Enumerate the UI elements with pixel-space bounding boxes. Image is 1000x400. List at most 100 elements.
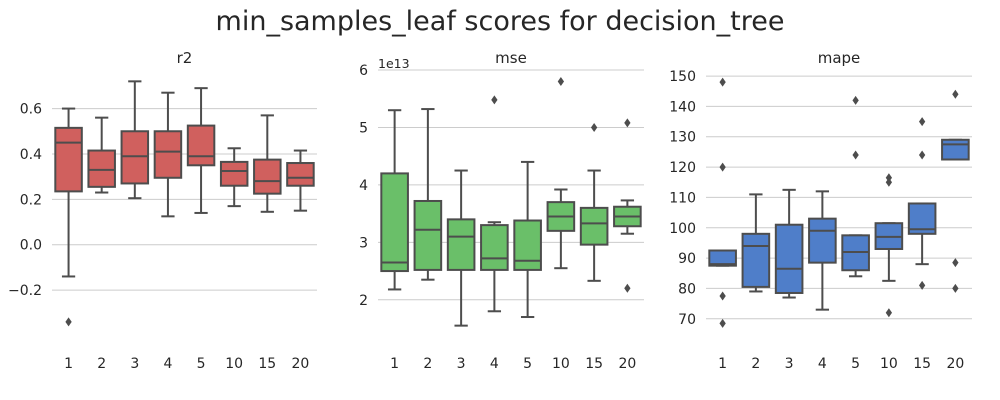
r2-x-tick-label: 4 (163, 356, 172, 372)
r2-box-2 (87, 116, 116, 194)
iqr-box (708, 249, 737, 267)
mse-box-15 (579, 122, 609, 282)
mape-x-tick-label: 4 (818, 356, 827, 372)
mape-box-4 (808, 190, 837, 311)
iqr-box (741, 232, 771, 288)
mse-x-tick-label: 3 (457, 356, 466, 372)
r2-x-tick-label: 3 (130, 356, 139, 372)
r2-panel: r2 −0.2 0.0 0.2 0.4 0.6 1 2 3 4 5 10 15 20 (8, 49, 317, 372)
iqr-box (380, 172, 409, 273)
figure-title: min_samples_leaf scores for decision_tre… (215, 6, 785, 37)
mse-x-tick-label: 5 (523, 356, 532, 372)
mape-x-tick-label: 15 (913, 356, 931, 372)
iqr-box (186, 124, 216, 167)
iqr-box (941, 138, 970, 161)
outlier-point (624, 283, 631, 293)
iqr-box (480, 224, 509, 271)
mse-y-offset-label: 1e13 (378, 56, 410, 71)
mse-box-10 (546, 76, 576, 270)
outlier-point (852, 95, 859, 105)
mape-x-tick-label: 3 (785, 356, 794, 372)
r2-y-tick-label: 0.4 (20, 147, 42, 163)
iqr-box (446, 218, 476, 271)
iqr-box (774, 223, 804, 294)
outlier-point (852, 150, 859, 160)
mape-x-tick-label: 20 (946, 356, 964, 372)
mape-x-tick-label: 10 (880, 356, 898, 372)
iqr-box (513, 219, 542, 271)
mape-y-tick-label: 100 (669, 221, 696, 237)
mse-x-tick-label: 20 (618, 356, 636, 372)
mse-x-tick-label: 4 (490, 356, 499, 372)
outlier-point (491, 95, 498, 105)
outlier-point (719, 318, 726, 328)
mape-y-tick-label: 130 (669, 130, 696, 146)
mape-y-tick-label: 110 (669, 190, 696, 206)
r2-y-tick-label: 0.2 (20, 192, 42, 208)
mape-x-tick-label: 2 (751, 356, 760, 372)
mse-panel-title: mse (495, 49, 527, 67)
mse-y-tick-label: 6 (359, 63, 368, 79)
r2-box-1 (54, 107, 83, 327)
outlier-point (624, 118, 631, 128)
r2-x-tick-label: 10 (225, 356, 243, 372)
outlier-point (952, 89, 959, 99)
outlier-point (918, 280, 926, 290)
mse-box-4 (480, 95, 509, 313)
mape-box-5 (841, 95, 870, 278)
mse-y-tick-label: 4 (359, 178, 368, 194)
iqr-box (219, 160, 249, 187)
mse-x-tick-label: 1 (390, 356, 399, 372)
mape-box-20 (941, 89, 970, 293)
outlier-point (719, 291, 726, 301)
iqr-box (54, 126, 83, 193)
r2-box-20 (286, 149, 315, 212)
r2-x-tick-label: 1 (64, 356, 73, 372)
iqr-box (286, 162, 315, 187)
mape-x-tick-label: 5 (851, 356, 860, 372)
outlier-point (719, 162, 726, 172)
mape-box-1 (708, 77, 737, 328)
r2-box-4 (153, 91, 183, 218)
outlier-point (918, 150, 926, 160)
mape-box-15 (907, 117, 937, 290)
mape-box-3 (774, 188, 804, 299)
iqr-box (120, 130, 150, 185)
mape-y-tick-label: 150 (669, 69, 696, 85)
mape-panel-title: mape (818, 49, 861, 67)
mape-y-tick-label: 140 (669, 99, 696, 115)
r2-box-5 (186, 87, 216, 214)
iqr-box (413, 199, 443, 271)
r2-x-tick-label: 2 (97, 356, 106, 372)
mape-panel: mape 70 80 90 100 110 120 130 140 150 1 2 3 4 5 10 15 20 (669, 49, 972, 372)
mse-y-tick-label: 5 (359, 120, 368, 136)
r2-x-tick-label: 5 (197, 356, 206, 372)
iqr-box (253, 158, 282, 195)
iqr-box (579, 206, 609, 246)
mape-y-tick-label: 70 (678, 312, 696, 328)
r2-x-tick-label: 20 (292, 356, 310, 372)
mse-y-tick-label: 2 (359, 293, 368, 309)
r2-box-15 (253, 114, 282, 213)
mape-x-tick-label: 1 (718, 356, 727, 372)
mape-box-2 (741, 193, 771, 293)
outlier-point (557, 76, 565, 86)
mse-box-5 (513, 160, 542, 319)
mse-x-tick-label: 10 (552, 356, 570, 372)
mse-box-20 (613, 118, 642, 293)
outlier-point (65, 317, 72, 327)
mse-x-tick-label: 15 (585, 356, 603, 372)
mse-y-tick-label: 3 (359, 235, 368, 251)
mse-box-1 (380, 109, 409, 291)
outlier-point (885, 308, 893, 318)
outlier-point (590, 122, 598, 132)
mse-panel: mse 1e13 2 3 4 5 6 1 2 3 4 5 10 15 20 (359, 49, 644, 372)
r2-box-10 (219, 147, 249, 208)
r2-y-tick-label: 0.6 (20, 102, 42, 118)
iqr-box (87, 149, 116, 188)
r2-y-tick-label: 0.0 (20, 238, 42, 254)
iqr-box (808, 217, 837, 264)
outlier-point (952, 258, 959, 268)
outlier-point (885, 173, 893, 183)
